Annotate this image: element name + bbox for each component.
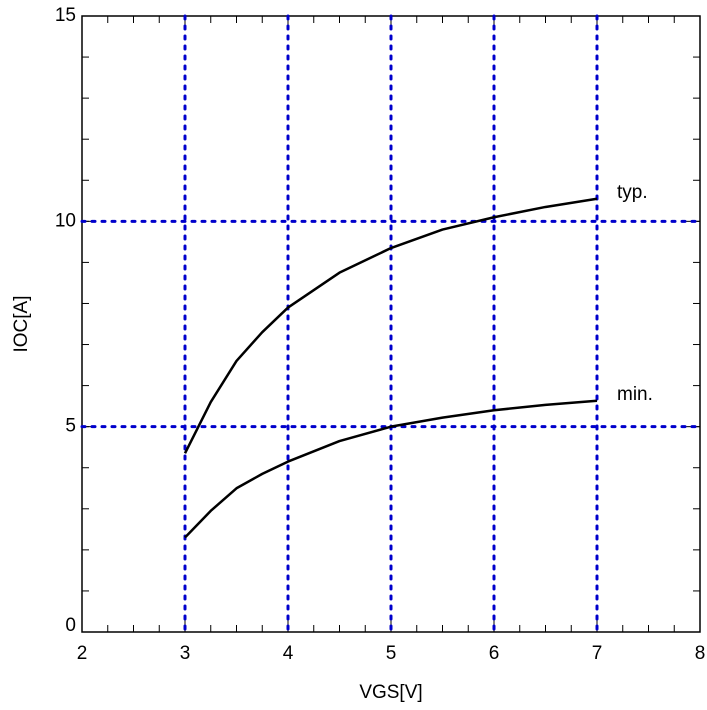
- series-label: min.: [617, 384, 653, 405]
- x-tick-label: 7: [592, 643, 603, 664]
- series-line: [183, 197, 598, 454]
- x-axis-label: VGS[V]: [359, 682, 422, 703]
- y-tick-label: 15: [55, 5, 76, 26]
- y-tick-label: 5: [65, 416, 76, 437]
- y-axis-label: IOC[A]: [11, 295, 32, 352]
- y-tick-label: 0: [65, 615, 76, 636]
- x-tick-label: 8: [695, 643, 706, 664]
- x-tick-label: 2: [77, 643, 88, 664]
- y-tick-label: 10: [55, 210, 76, 231]
- x-tick-label: 4: [283, 643, 294, 664]
- x-tick-label: 5: [386, 643, 397, 664]
- series-label: typ.: [617, 182, 648, 203]
- x-tick-label: 3: [180, 643, 191, 664]
- series-line: [184, 399, 598, 539]
- x-tick-label: 6: [489, 643, 500, 664]
